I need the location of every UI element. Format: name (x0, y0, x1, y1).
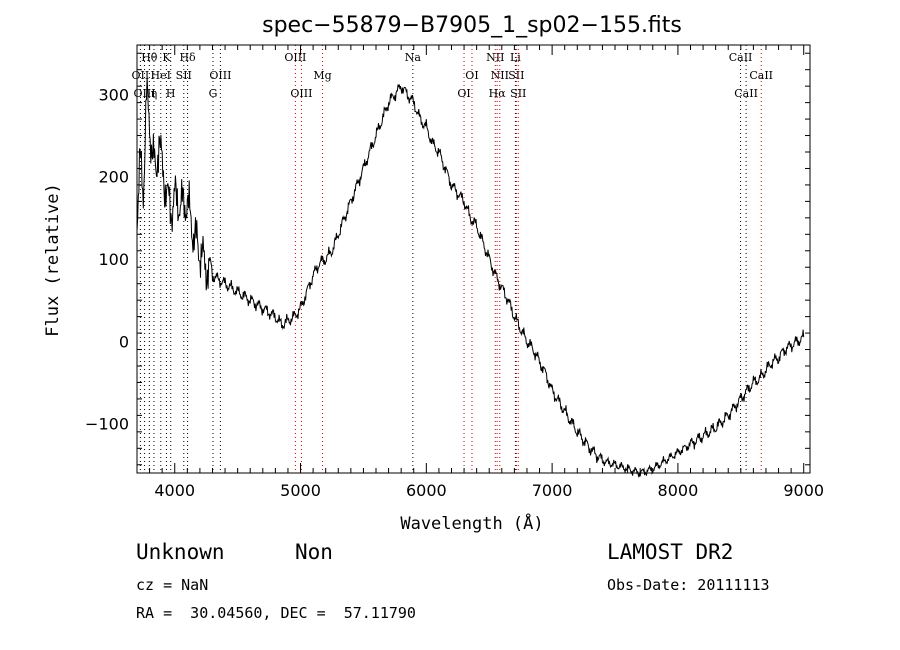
line-label-17: NII (486, 51, 504, 64)
line-label-19: Hα (489, 87, 507, 100)
subclass-label: Non (295, 540, 333, 564)
line-label-18: NII (491, 69, 509, 82)
line-label-9: H (166, 87, 176, 100)
line-label-5: SII (176, 69, 192, 82)
line-label-7: OIII (134, 87, 156, 100)
line-label-25: CaII (749, 69, 773, 82)
x-tick-label: 7000 (532, 481, 573, 500)
coordinates-label: RA = 30.04560, DEC = 57.11790 (136, 604, 416, 622)
line-label-0: Hθ (141, 51, 158, 64)
line-label-23: CaII (729, 51, 753, 64)
line-label-11: OIII (284, 51, 306, 64)
x-axis-label: Wavelength (Å) (400, 512, 543, 534)
plot-frame (136, 44, 811, 474)
y-tick-label: 100 (98, 250, 129, 269)
y-tick-label: 300 (98, 85, 129, 104)
line-label-3: OII (132, 69, 150, 82)
line-label-12: OIII (290, 87, 312, 100)
y-tick-label: 0 (119, 332, 129, 351)
line-label-10: G (209, 87, 218, 100)
spectrum-line-0 (136, 76, 805, 478)
y-tick-label: 200 (98, 168, 129, 187)
survey-label: LAMOST DR2 (607, 540, 734, 564)
line-label-13: Mg (313, 69, 331, 82)
line-label-2: Hδ (179, 51, 196, 64)
line-label-21: SII (508, 69, 524, 82)
line-label-1: K (162, 51, 171, 64)
x-tick-label: 5000 (280, 481, 321, 500)
series-layer (136, 76, 805, 478)
class-label: Unknown (136, 540, 225, 564)
y-axis: −100 0 100 200 300 (85, 52, 810, 466)
line-label-24: CaII (734, 87, 758, 100)
line-label-15: OI (457, 87, 470, 100)
x-tick-label: 4000 (154, 481, 195, 500)
line-label-16: OI (465, 69, 478, 82)
line-label-22: SII (510, 87, 526, 100)
x-tick-label: 8000 (658, 481, 699, 500)
line-label-6: OIII (209, 69, 231, 82)
x-tick-label: 9000 (783, 481, 824, 500)
x-tick-label: 6000 (406, 481, 447, 500)
redshift-label: cz = NaN (136, 576, 209, 594)
x-axis: 4000 5000 6000 7000 8000 9000 (136, 45, 824, 500)
chart-title: spec−55879−B7905_1_sp02−155.fits (262, 13, 682, 38)
obs-date-label: Obs-Date: 20111113 (607, 576, 770, 594)
y-axis-label: Flux (relative) (43, 183, 63, 337)
line-label-4: HeI (151, 69, 171, 82)
line-label-20: Li (510, 51, 521, 64)
line-label-14: Na (405, 51, 422, 64)
line-label-8: η (151, 87, 158, 100)
y-tick-label: −100 (85, 415, 129, 434)
